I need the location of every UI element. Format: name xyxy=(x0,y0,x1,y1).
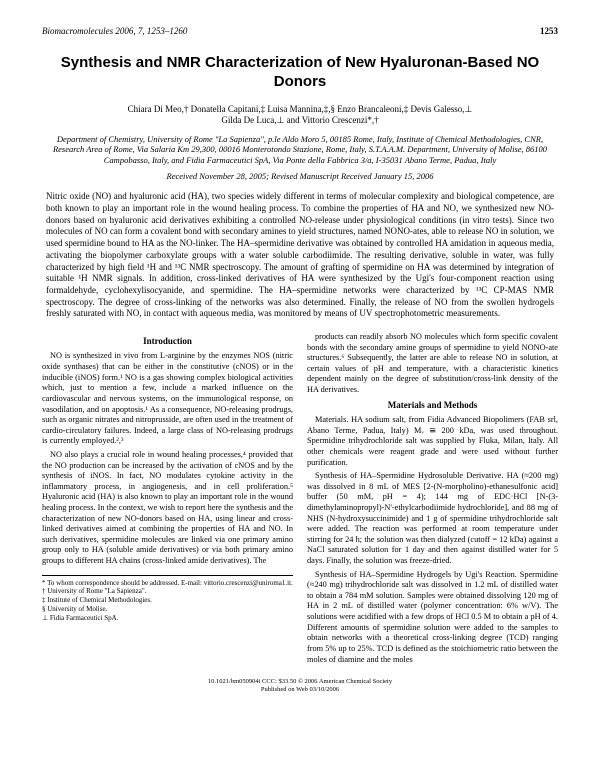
columns: Introduction NO is synthesized in vivo f… xyxy=(42,332,558,668)
footer: 10.1021/bm050904i CCC: $33.50 © 2006 Ame… xyxy=(42,678,558,694)
header-page: 1253 xyxy=(540,26,558,36)
page-root: Biomacromolecules 2006, 7, 1253–1260 125… xyxy=(0,0,600,712)
abstract: Nitric oxide (NO) and hyaluronic acid (H… xyxy=(46,191,554,320)
authors-line-2: Gilda De Luca,⊥ and Vittorio Crescenzi*,… xyxy=(42,115,558,126)
footer-line-1: 10.1021/bm050904i CCC: $33.50 © 2006 Ame… xyxy=(42,678,558,686)
dates: Received November 28, 2005; Revised Manu… xyxy=(42,171,558,181)
right-para-1: products can readily absorb NO molecules… xyxy=(307,332,558,396)
column-right: products can readily absorb NO molecules… xyxy=(307,332,558,668)
running-header: Biomacromolecules 2006, 7, 1253–1260 125… xyxy=(42,26,558,36)
journal-name: Biomacromolecules xyxy=(42,26,113,36)
heading-materials: Materials and Methods xyxy=(307,400,558,412)
heading-introduction: Introduction xyxy=(42,336,293,348)
column-left: Introduction NO is synthesized in vivo f… xyxy=(42,332,293,668)
right-para-2: Materials. HA sodium salt, from Fidia Ad… xyxy=(307,415,558,468)
header-journal: Biomacromolecules 2006, 7, 1253–1260 xyxy=(42,26,187,36)
footnote-corresponding: * To whom correspondence should be addre… xyxy=(42,579,293,588)
intro-para-2: NO also plays a crucial role in wound he… xyxy=(42,450,293,567)
footnotes: * To whom correspondence should be addre… xyxy=(42,575,293,623)
article-title: Synthesis and NMR Characterization of Ne… xyxy=(42,54,558,92)
footer-line-2: Published on Web 03/10/2006 xyxy=(42,686,558,694)
footnote-2: ‡ Institute of Chemical Methodologies. xyxy=(42,596,293,605)
journal-issue: 2006, 7, 1253–1260 xyxy=(115,26,187,36)
affiliation: Department of Chemistry, University of R… xyxy=(52,134,548,166)
intro-para-1: NO is synthesized in vivo from L-arginin… xyxy=(42,351,293,446)
authors: Chiara Di Meo,† Donatella Capitani,‡ Lui… xyxy=(42,104,558,126)
right-para-4: Synthesis of HA–Spermidine Hydrogels by … xyxy=(307,570,558,665)
footnote-1: † University of Rome "La Sapienza". xyxy=(42,587,293,596)
footnote-3: § University of Molise. xyxy=(42,605,293,614)
footnote-4: ⊥ Fidia Farmaceutici SpA. xyxy=(42,614,293,623)
authors-line-1: Chiara Di Meo,† Donatella Capitani,‡ Lui… xyxy=(42,104,558,115)
right-para-3: Synthesis of HA–Spermidine Hydrosoluble … xyxy=(307,471,558,566)
